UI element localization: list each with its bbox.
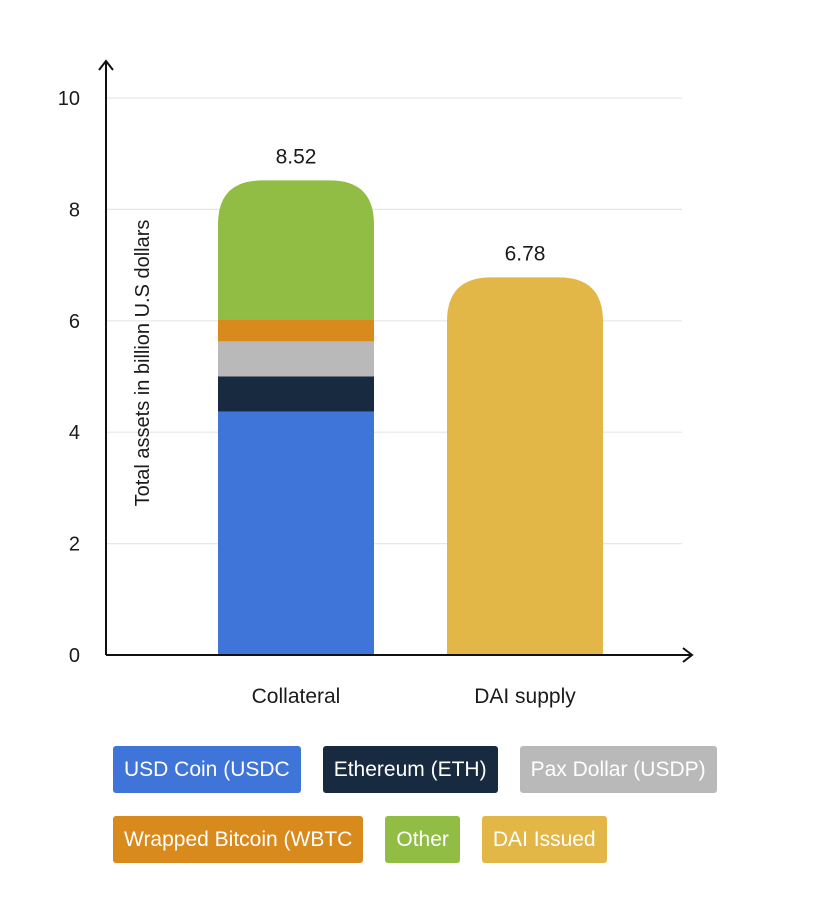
bar-segment-wrapped-bitcoin-wbtc <box>218 319 374 342</box>
legend-item: Ethereum (ETH) <box>322 746 498 793</box>
x-tick-label: Collateral <box>252 685 341 708</box>
bar-total-label: 6.78 <box>505 242 546 265</box>
bar-segment-pax-dollar-usdp <box>218 341 374 377</box>
bar-segment-dai-issued <box>447 277 603 655</box>
legend-item: Pax Dollar (USDP) <box>519 746 717 793</box>
y-tick-label: 2 <box>69 534 80 556</box>
legend-item: Wrapped Bitcoin (WBTC <box>113 816 364 863</box>
bar-total-label: 8.52 <box>276 145 317 168</box>
x-axis-arrow <box>682 647 694 663</box>
legend-item: Other <box>385 816 460 863</box>
legend: USD Coin (USDC Ethereum (ETH) Pax Dollar (… <box>113 746 773 863</box>
y-tick-label: 8 <box>69 199 80 221</box>
y-axis-arrow <box>98 59 114 71</box>
y-axis-label: Total assets in billion U.S dollars <box>132 220 154 507</box>
y-tick-label: 10 <box>58 88 80 110</box>
bar-segment-other <box>218 180 374 320</box>
bar-segment-usd-coin-usdc <box>218 411 374 655</box>
y-tick-label: 6 <box>69 311 80 333</box>
x-tick-label: DAI supply <box>474 685 576 708</box>
bar-segment-ethereum-eth <box>218 376 374 412</box>
legend-item: USD Coin (USDC <box>113 746 301 793</box>
y-tick-label: 4 <box>69 422 80 444</box>
legend-item: DAI Issued <box>481 816 607 863</box>
y-tick-label: 0 <box>69 645 80 667</box>
